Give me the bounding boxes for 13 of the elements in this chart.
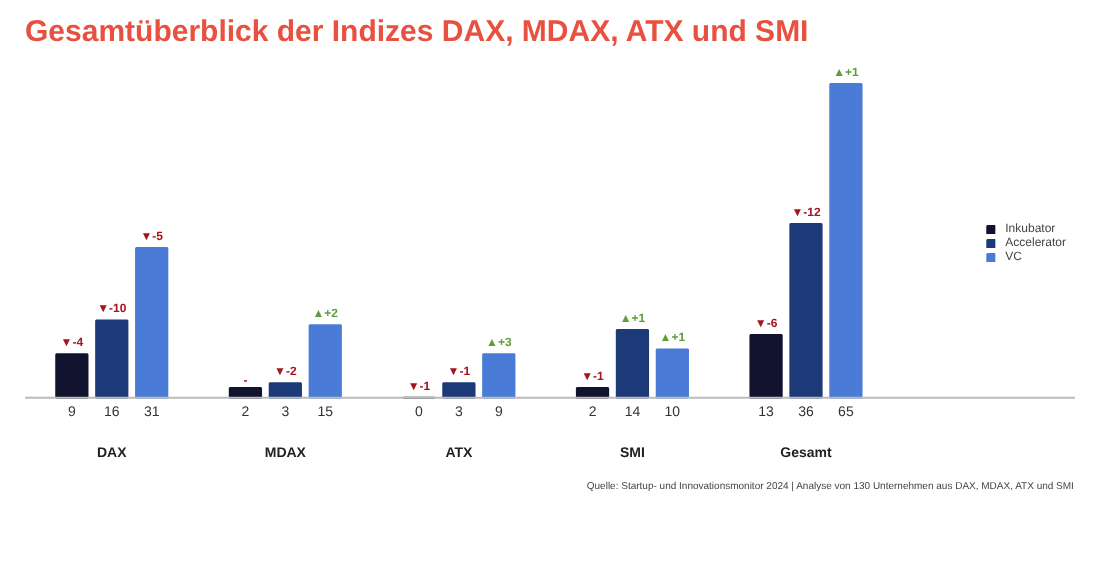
bar (268, 382, 302, 399)
chart-title: Gesamtüberblick der Indizes DAX, MDAX, ATX und SMI (25, 15, 809, 49)
bar (749, 333, 783, 399)
bar (829, 83, 863, 399)
bar (482, 353, 516, 399)
bar (615, 329, 650, 399)
bar (135, 247, 169, 399)
bar (789, 222, 823, 399)
bar (95, 319, 129, 399)
bar (655, 348, 689, 399)
bar (55, 353, 89, 399)
bar (442, 382, 476, 399)
bar (308, 324, 342, 399)
